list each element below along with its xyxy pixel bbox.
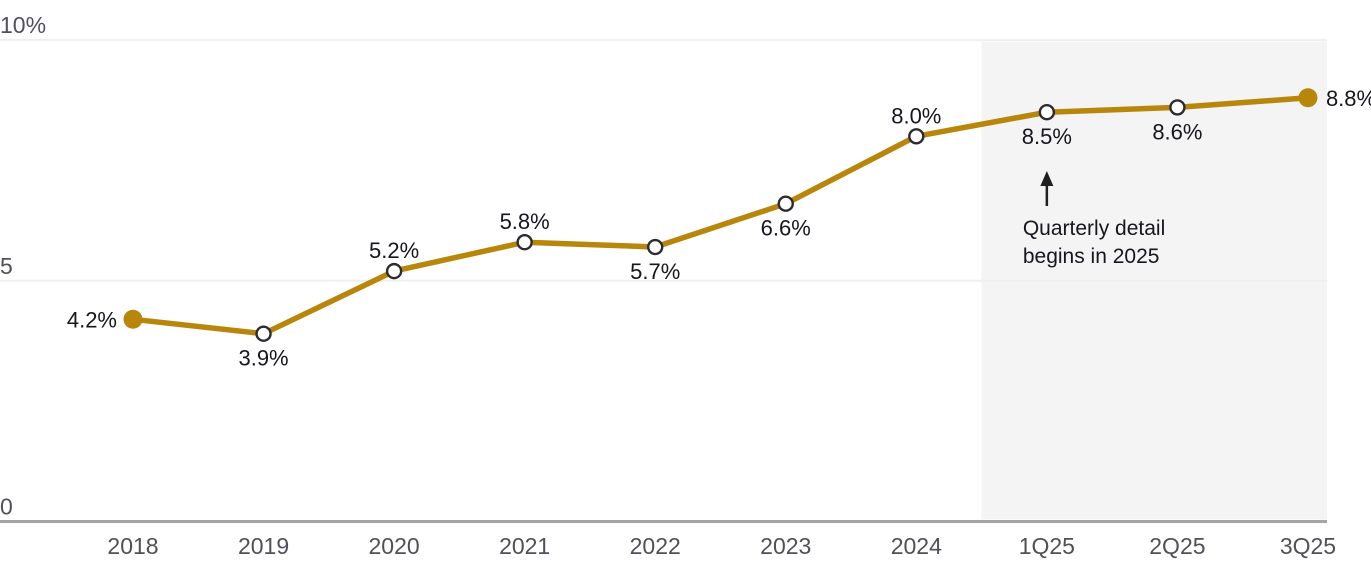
y-tick-label: 5: [0, 253, 13, 279]
data-point-2018: [123, 309, 143, 329]
trend-line: [130, 95, 1311, 337]
data-label-2024: 8.0%: [891, 103, 941, 128]
x-tick-label: 3Q25: [1280, 533, 1336, 559]
x-tick-label: 2022: [630, 533, 681, 559]
data-point-2Q25: [1169, 99, 1186, 116]
data-point-1Q25: [1038, 104, 1056, 121]
data-label-2021: 5.8%: [500, 209, 550, 234]
data-label-2019: 3.9%: [238, 346, 288, 371]
data-point-2023: [777, 195, 794, 212]
data-label-2022: 5.7%: [630, 259, 680, 284]
data-label-1Q25: 8.5%: [1022, 124, 1072, 149]
y-tick-label: 0: [0, 494, 13, 520]
data-label-3Q25: 8.8%: [1326, 86, 1371, 111]
x-tick-label: 2020: [369, 533, 420, 559]
x-tick-label: 2019: [238, 533, 289, 559]
x-tick-label: 1Q25: [1019, 533, 1075, 559]
data-point-2022: [647, 238, 664, 256]
data-label-2023: 6.6%: [761, 216, 811, 241]
annotation-arrow-up-icon: [1040, 171, 1054, 186]
data-label-2020: 5.2%: [369, 238, 419, 263]
x-tick-label: 2018: [107, 533, 158, 559]
data-point-2019: [255, 325, 272, 342]
data-point-3Q25: [1298, 88, 1318, 108]
data-point-2020: [385, 262, 403, 280]
annotation-text-line1: Quarterly detail: [1023, 217, 1165, 240]
data-point-2024: [908, 128, 925, 145]
x-tick-label: 2023: [760, 533, 811, 559]
x-tick-label: 2021: [499, 533, 550, 559]
data-point-2021: [516, 234, 533, 251]
annotation-text-line2: begins in 2025: [1023, 245, 1160, 268]
y-tick-label: 10%: [0, 12, 46, 38]
data-label-2018: 4.2%: [67, 307, 117, 332]
data-label-2Q25: 8.6%: [1152, 119, 1202, 144]
x-tick-label: 2024: [891, 533, 942, 559]
x-tick-label: 2Q25: [1149, 533, 1205, 559]
